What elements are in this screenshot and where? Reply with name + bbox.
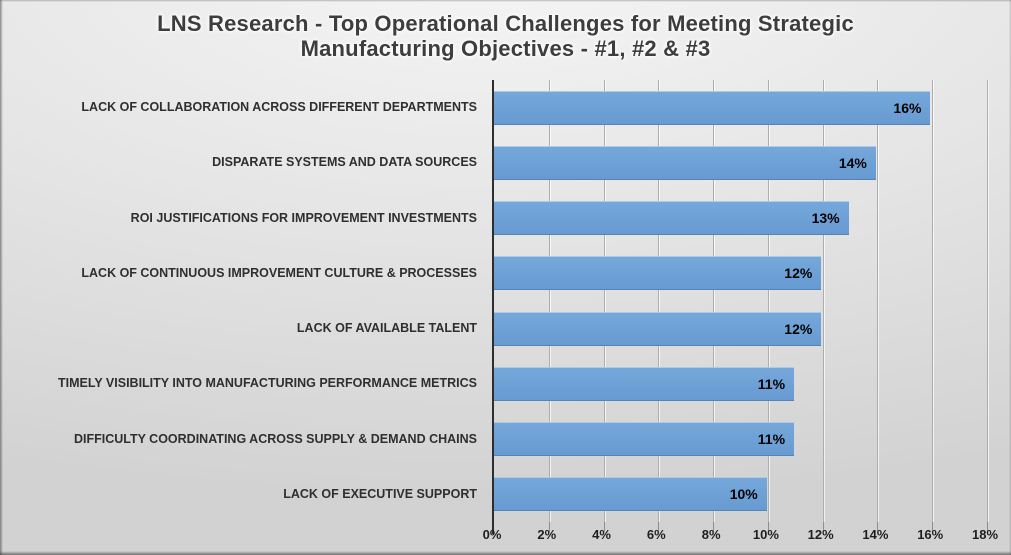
gridline	[987, 80, 988, 522]
value-axis-labels: 0% 2% 4% 6% 8% 10% 12% 14% 16% 18%	[483, 527, 998, 545]
x-tick-label: 4%	[592, 527, 611, 542]
right-edge	[1009, 0, 1011, 555]
category-row: TIMELY VISIBILITY INTO MANUFACTURING PER…	[4, 356, 484, 411]
tick-mark	[822, 522, 824, 532]
tick-mark	[932, 522, 934, 532]
x-tick-label: 14%	[862, 527, 889, 542]
bar: 13%	[494, 201, 849, 236]
x-tick-label: 12%	[807, 527, 834, 542]
bar: 16%	[494, 90, 931, 125]
top-edge	[0, 0, 1011, 2]
bar-row: 14%	[494, 135, 985, 190]
bar-row: 11%	[494, 356, 985, 411]
category-row: LACK OF CONTINUOUS IMPROVEMENT CULTURE &…	[4, 246, 484, 301]
tick-mark	[713, 522, 715, 532]
category-label: ROI JUSTIFICATIONS FOR IMPROVEMENT INVES…	[130, 210, 477, 225]
category-row: DIFFICULTY COORDINATING ACROSS SUPPLY & …	[4, 412, 484, 467]
category-row: ROI JUSTIFICATIONS FOR IMPROVEMENT INVES…	[4, 191, 484, 246]
category-label: LACK OF EXECUTIVE SUPPORT	[283, 486, 477, 501]
tick-mark	[658, 522, 660, 532]
chart-title-line1: LNS Research - Top Operational Challenge…	[157, 11, 854, 36]
category-label: TIMELY VISIBILITY INTO MANUFACTURING PER…	[57, 376, 477, 391]
bar-value-label: 14%	[838, 154, 867, 171]
gridline	[603, 80, 605, 522]
category-label: DISPARATE SYSTEMS AND DATA SOURCES	[212, 155, 477, 170]
bar-row: 10%	[494, 467, 985, 522]
gridline	[548, 80, 550, 522]
gridline	[658, 80, 660, 522]
bottom-edge	[0, 551, 1011, 555]
bar-value-label: 10%	[729, 486, 758, 503]
x-tick-label: 0%	[482, 527, 502, 542]
bar-row: 12%	[494, 246, 985, 301]
gridline	[932, 80, 934, 522]
tick-mark	[767, 522, 769, 532]
tick-mark	[548, 522, 550, 532]
gridline	[877, 80, 879, 522]
category-label: DIFFICULTY COORDINATING ACROSS SUPPLY & …	[73, 431, 477, 446]
bar: 11%	[494, 366, 795, 401]
bar: 11%	[494, 422, 795, 457]
bar: 10%	[494, 477, 767, 512]
x-tick-label: 18%	[971, 527, 999, 542]
bar-row: 12%	[494, 301, 985, 356]
bar-value-label: 12%	[784, 320, 813, 337]
bar: 14%	[494, 145, 876, 180]
bar: 12%	[494, 256, 822, 291]
category-label: LACK OF COLLABORATION ACROSS DIFFERENT D…	[81, 100, 477, 115]
category-row: LACK OF AVAILABLE TALENT	[4, 301, 484, 356]
left-edge	[0, 0, 3, 555]
x-tick-label: 10%	[752, 527, 779, 542]
bar-row: 13%	[494, 191, 985, 246]
bar-row: 11%	[494, 412, 985, 467]
bar-value-label: 12%	[784, 265, 813, 282]
bar-value-label: 11%	[757, 431, 786, 448]
category-axis-labels: LACK OF COLLABORATION ACROSS DIFFERENT D…	[4, 80, 484, 522]
category-label: LACK OF CONTINUOUS IMPROVEMENT CULTURE &…	[81, 265, 477, 280]
category-row: DISPARATE SYSTEMS AND DATA SOURCES	[4, 135, 484, 190]
bars-layer: 16% 14% 13% 12% 12% 11% 11% 10%	[494, 80, 985, 522]
tick-mark	[603, 522, 605, 532]
bar-value-label: 16%	[893, 99, 922, 116]
bar-row: 16%	[494, 80, 985, 135]
x-tick-label: 6%	[646, 527, 666, 542]
y-axis-line	[492, 522, 494, 534]
tick-mark	[987, 522, 988, 532]
category-row: LACK OF EXECUTIVE SUPPORT	[4, 467, 484, 522]
x-tick-label: 8%	[701, 527, 721, 542]
gridline	[767, 80, 769, 522]
x-tick-label: 16%	[917, 527, 944, 542]
bar: 12%	[494, 311, 822, 346]
gridline	[713, 80, 715, 522]
tick-mark	[877, 522, 879, 532]
category-row: LACK OF COLLABORATION ACROSS DIFFERENT D…	[4, 80, 484, 135]
bar-value-label: 13%	[811, 210, 840, 227]
x-tick-label: 2%	[537, 527, 557, 542]
category-label: LACK OF AVAILABLE TALENT	[296, 321, 477, 336]
gridline	[822, 80, 824, 522]
bar-value-label: 11%	[757, 375, 786, 392]
chart-title: LNS Research - Top Operational Challenge…	[60, 11, 951, 61]
plot-area	[492, 80, 988, 534]
chart-title-line2: Manufacturing Objectives - #1, #2 & #3	[300, 36, 711, 61]
